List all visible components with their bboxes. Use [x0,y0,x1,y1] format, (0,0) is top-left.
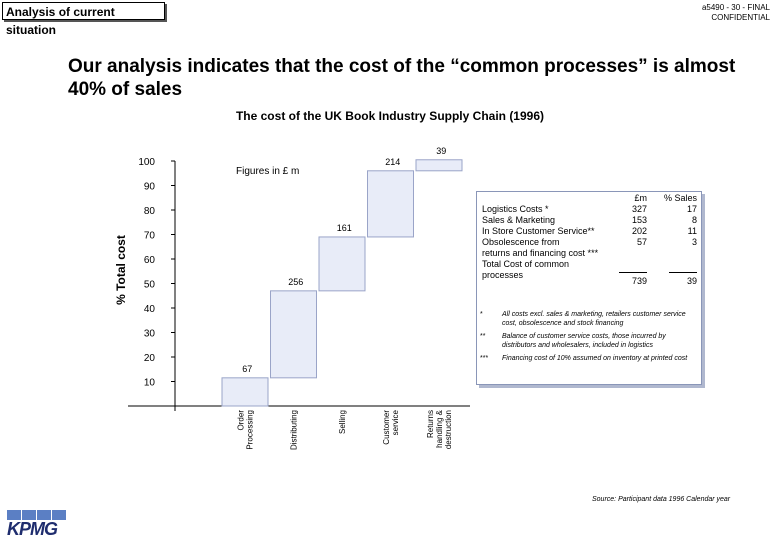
table-row: Sales & Marketing 153 8 [482,215,697,226]
row-label: In Store Customer Service** [482,226,595,236]
y-tick-label: 10 [144,378,156,389]
category-label: Order Processing [237,410,255,450]
row-gbp: 57 [636,237,647,247]
category-label: Returns handling & destruction [426,409,453,449]
kpmg-logo: KPMG [5,510,66,539]
footnote: *** Financing cost of 10% assumed on inve… [480,354,695,363]
document-reference: a5490 - 30 - FINAL CONFIDENTIAL [702,3,770,23]
waterfall-bar [270,290,317,379]
y-tick-label: 40 [144,304,156,315]
total-label: Total Cost of common processes [482,259,570,280]
category-label-line: Order [237,410,246,431]
column-header-gbp: £m [634,193,647,203]
y-tick-label: 30 [144,329,156,340]
table-row: Logistics Costs * 327 17 [482,204,697,215]
category-label-line: Returns [426,410,435,438]
row-label: returns and financing cost *** [482,248,599,258]
category-label-line: destruction [444,410,453,449]
logo-square [52,510,66,520]
source-note: Source: Participant data 1996 Calendar y… [592,496,731,503]
bar-value-label: 214 [385,157,400,167]
waterfall-bar [318,236,366,292]
logo-square [22,510,36,520]
doc-ref-line1: a5490 - 30 - FINAL [701,3,770,12]
footnote-text: Financing cost of 10% assumed on invento… [502,355,688,362]
table-total-row: Total Cost of common processes 739 39 [482,259,697,287]
row-gbp: 202 [631,226,647,236]
footnote: * All costs excl. sales & marketing, reta… [480,310,695,328]
chart-title: The cost of the UK Book Industry Supply … [235,109,545,123]
cost-summary-box: £m % Sales Logistics Costs * 327 17 Sales &… [476,191,702,385]
total-gbp: 739 [607,259,647,287]
row-pct: 8 [691,215,697,225]
category-label-line: Distributing [290,410,299,450]
row-pct: 3 [691,237,697,247]
category-label: Distributing [290,410,299,450]
footnote-marker: ** [480,333,486,340]
page-headline: Our analysis indicates that the cost of … [68,56,736,100]
category-label-line: Processing [246,410,255,450]
footnote-text: All costs excl. sales & marketing, retai… [502,311,686,327]
row-label: Obsolescence from [482,237,560,247]
category-label-line: handling & [435,409,444,447]
row-gbp [607,248,647,259]
bar-value-label: 67 [242,364,252,374]
waterfall-bar [367,170,414,238]
y-tick-label: 100 [138,157,155,168]
row-label: Sales & Marketing [482,215,556,225]
category-label: Selling [338,410,347,434]
category-label-line: Selling [338,410,347,434]
row-pct [647,248,697,259]
row-label: Logistics Costs * [482,204,549,214]
table-row: Obsolescence from 57 3 [482,237,697,248]
y-tick-label: 50 [144,280,156,291]
doc-ref-line2: CONFIDENTIAL [711,13,770,22]
waterfall-bar [221,377,269,407]
section-tab: Analysis of current situation [2,2,165,37]
y-tick-label: 90 [144,182,156,193]
bar-value-label: 256 [288,277,303,287]
y-tick-label: 60 [144,255,156,266]
y-tick-label: 70 [144,231,156,242]
footnote-marker: * [480,311,483,318]
category-label-line: Customer [382,410,391,445]
row-pct: 17 [686,204,697,214]
row-gbp: 153 [631,215,647,225]
table-row: returns and financing cost *** [482,248,697,259]
logo-wordmark: KPMG [7,519,58,539]
waterfall-bar [415,159,463,172]
y-axis-label: % Total cost [114,235,128,305]
footnote: ** Balance of customer service costs, tho… [480,332,695,350]
y-tick-label: 20 [144,353,156,364]
logo-square [37,510,51,520]
table-header-row: £m % Sales [482,193,697,204]
footnotes: * All costs excl. sales & marketing, reta… [480,310,695,367]
column-header-pct: % Sales [663,193,697,203]
cost-summary-table: £m % Sales Logistics Costs * 327 17 Sales &… [482,193,697,287]
total-pct: 39 [647,259,697,287]
bar-value-label: 161 [337,223,352,233]
row-gbp: 327 [631,204,647,214]
table-row: In Store Customer Service** 202 11 [482,226,697,237]
category-label-line: service [391,409,400,435]
logo-square [7,510,21,520]
figures-note: Figures in £ m [236,166,299,177]
row-pct: 11 [687,226,697,236]
category-label: Customer service [382,409,400,444]
footnote-text: Balance of customer service costs, those… [502,333,666,349]
footnote-marker: *** [480,355,489,362]
bar-value-label: 39 [436,146,446,156]
y-tick-label: 80 [144,206,156,217]
